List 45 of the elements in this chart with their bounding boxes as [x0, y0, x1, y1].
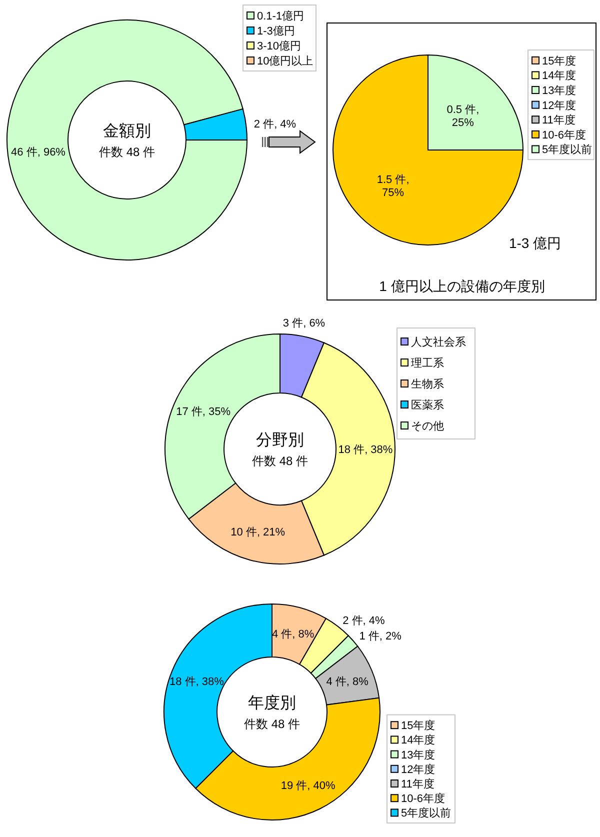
- legend-label: 0.1-1億円: [257, 10, 304, 22]
- legend-label: 14年度: [401, 734, 436, 747]
- legend-label: 15年度: [401, 719, 436, 732]
- legend-label: 5年度以前: [542, 143, 592, 156]
- text: 金額別: [103, 122, 151, 140]
- data-label: 1 件, 2%: [359, 630, 402, 643]
- legend-label: 3-10億円: [257, 40, 302, 52]
- legend-label: 理工系: [411, 356, 444, 370]
- data-label: 46 件, 96%: [11, 146, 66, 159]
- data-label: 2 件, 4%: [254, 118, 296, 130]
- legend-label: 10億円以上: [257, 54, 314, 68]
- data-label: 18 件, 38%: [338, 444, 393, 456]
- data-label: 2 件, 4%: [342, 614, 386, 627]
- data-label: 10 件, 21%: [230, 526, 286, 539]
- legend-label: その他: [411, 420, 444, 432]
- legend-label: 10-6年度: [542, 128, 586, 142]
- legend-label: 13年度: [401, 748, 436, 762]
- legend-label: 12年度: [401, 762, 436, 776]
- data-label: 4 件, 8%: [272, 628, 314, 640]
- legend-label: 11年度: [542, 114, 576, 127]
- legend-label: 人文社会系: [411, 336, 466, 348]
- legend-label: 10-6年度: [401, 792, 446, 806]
- text: 年度別: [248, 694, 296, 712]
- legend-label: 14年度: [542, 69, 576, 82]
- legend-label: 11年度: [401, 778, 434, 790]
- legend-label: 13年度: [542, 84, 576, 97]
- data-label: 19 件, 40%: [280, 780, 336, 792]
- legend-label: 12年度: [542, 98, 576, 112]
- text: 分野別: [256, 432, 304, 449]
- data-label: 1.5 件, 75%: [376, 174, 410, 199]
- text: 1-3 億円: [508, 235, 562, 251]
- legend-label: 15年度: [542, 54, 576, 68]
- legend-label: 生物系: [411, 378, 444, 390]
- text: 件数 48 件: [252, 454, 308, 468]
- data-label: 4 件, 8%: [326, 676, 369, 688]
- data-label: 18 件, 38%: [169, 676, 224, 688]
- data-label: 0.5 件, 25%: [446, 104, 480, 130]
- legend-label: 1-3億円: [257, 24, 295, 38]
- legend-label: 医薬系: [411, 398, 444, 412]
- legend-label: 5年度以前: [401, 806, 452, 820]
- text: 1 億円以上の設備の年度別: [379, 278, 545, 294]
- data-label: 17 件, 35%: [176, 406, 231, 418]
- text: 件数 48 件: [98, 145, 156, 159]
- data-label: 3 件, 6%: [282, 317, 326, 330]
- text: 件数 48 件: [244, 717, 300, 731]
